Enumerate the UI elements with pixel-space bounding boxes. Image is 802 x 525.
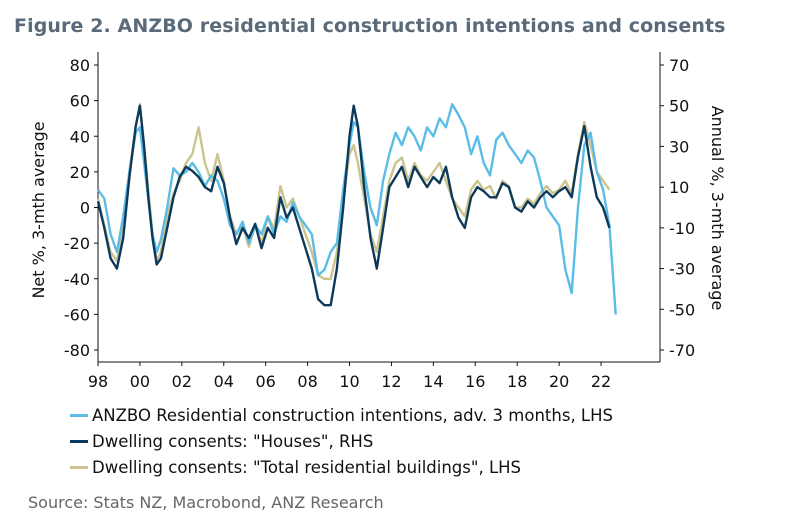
left-tick-label: 40 — [70, 127, 90, 146]
left-tick-label: 80 — [70, 56, 90, 75]
x-tick-label: 12 — [381, 372, 401, 391]
x-tick-label: 20 — [549, 372, 569, 391]
series-line-1 — [96, 104, 611, 307]
left-tick-label: -40 — [64, 270, 90, 289]
right-tick-label: -10 — [669, 219, 695, 238]
source-note: Source: Stats NZ, Macrobond, ANZ Researc… — [28, 493, 384, 512]
right-tick-label: 70 — [669, 56, 689, 75]
chart-area: 80 60 40 20 0 -20 -40 -60 -80 70 50 30 10 -10 -30 -50 -… — [29, 52, 727, 391]
legend: ANZBO Residential construction intention… — [70, 402, 613, 480]
left-axis-ticks: 80 60 40 20 0 -20 -40 -60 -80 — [64, 56, 98, 360]
left-axis-title: Net %, 3-mth average — [29, 121, 48, 298]
left-tick-label: -60 — [64, 305, 90, 324]
x-tick-label: 98 — [88, 372, 108, 391]
right-tick-label: 30 — [669, 137, 689, 156]
legend-swatch-houses — [70, 439, 88, 443]
x-tick-label: 16 — [465, 372, 485, 391]
x-tick-label: 04 — [214, 372, 234, 391]
x-tick-label: 14 — [423, 372, 443, 391]
right-tick-label: -30 — [669, 260, 695, 279]
legend-label-total: Dwelling consents: "Total residential bu… — [92, 457, 522, 477]
legend-swatch-total — [70, 465, 88, 469]
left-tick-label: -80 — [64, 341, 90, 360]
right-tick-label: -70 — [669, 341, 695, 360]
x-tick-label: 10 — [339, 372, 359, 391]
x-tick-label: 02 — [172, 372, 192, 391]
legend-item-houses: Dwelling consents: "Houses", RHS — [70, 428, 613, 454]
right-tick-label: 10 — [669, 178, 689, 197]
x-tick-label: 22 — [591, 372, 611, 391]
figure-title: Figure 2. ANZBO residential construction… — [14, 15, 726, 37]
x-tick-label: 06 — [256, 372, 276, 391]
x-axis-ticks: 98 00 02 04 06 08 10 12 14 16 18 20 22 — [88, 362, 611, 391]
legend-item-total: Dwelling consents: "Total residential bu… — [70, 454, 613, 480]
x-tick-label: 18 — [507, 372, 527, 391]
legend-label-houses: Dwelling consents: "Houses", RHS — [92, 431, 374, 451]
left-tick-label: 0 — [80, 199, 90, 218]
legend-label-intentions: ANZBO Residential construction intention… — [92, 405, 614, 425]
left-tick-label: -20 — [64, 234, 90, 253]
left-tick-label: 60 — [70, 92, 90, 111]
x-tick-label: 08 — [297, 372, 317, 391]
x-tick-label: 00 — [130, 372, 150, 391]
series-layer — [96, 103, 617, 315]
legend-swatch-intentions — [70, 413, 88, 417]
left-tick-label: 20 — [70, 163, 90, 182]
right-tick-label: -50 — [669, 300, 695, 319]
legend-item-intentions: ANZBO Residential construction intention… — [70, 402, 613, 428]
right-axis-ticks: 70 50 30 10 -10 -30 -50 -70 — [660, 56, 695, 360]
right-tick-label: 50 — [669, 97, 689, 116]
series-line-0 — [97, 103, 617, 315]
right-axis-title: Annual %, 3-mth average — [708, 106, 727, 311]
